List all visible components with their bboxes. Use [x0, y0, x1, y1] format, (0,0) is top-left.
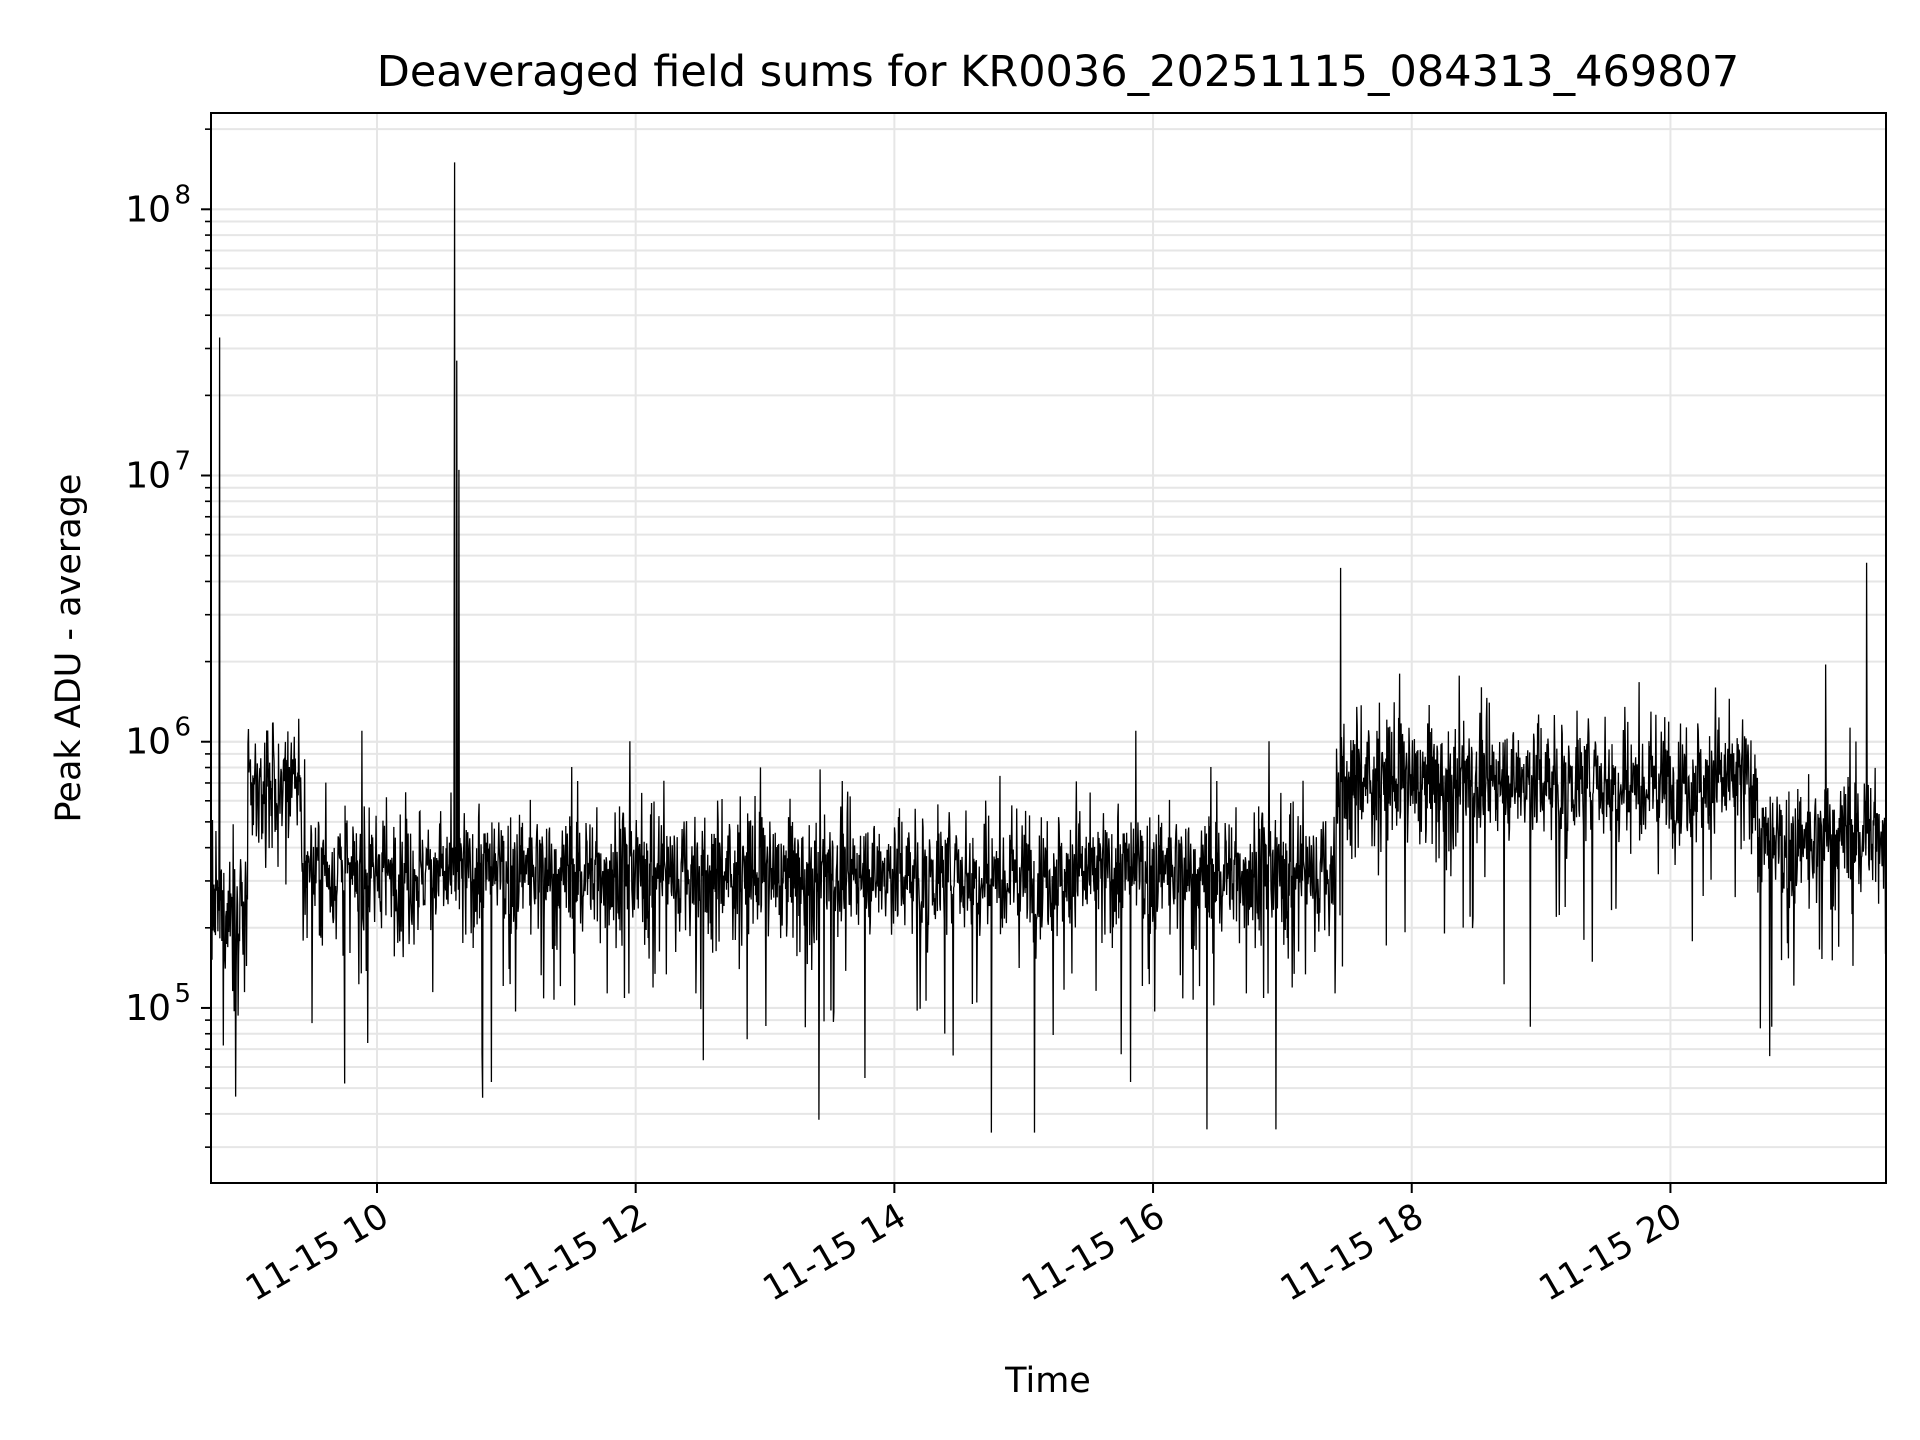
y-tick-label: 10 — [125, 189, 171, 230]
x-tick-label: 11-15 12 — [498, 1196, 654, 1309]
grid-y-major — [211, 208, 1886, 1010]
series-path — [210, 162, 1887, 1133]
y-tick-label: 10 — [125, 988, 171, 1029]
y-tick-label: 10 — [125, 722, 171, 763]
y-tick-exponent: 6 — [174, 713, 191, 743]
plot-frame — [210, 112, 1887, 1184]
series-line — [210, 162, 1887, 1133]
y-tick-exponent: 5 — [174, 979, 191, 1009]
x-tick-label: 11-15 10 — [239, 1196, 395, 1309]
y-axis-label: Peak ADU - average — [49, 474, 89, 823]
x-tick-label: 11-15 18 — [1274, 1196, 1430, 1309]
y-tick-exponent: 7 — [174, 447, 191, 477]
grid-y-minor — [211, 128, 1886, 1149]
x-axis-label: Time — [1004, 1361, 1091, 1401]
chart-title: Deaveraged field sums for KR0036_2025111… — [377, 47, 1740, 97]
x-tick-label: 11-15 16 — [1015, 1196, 1171, 1309]
y-tick-exponent: 8 — [174, 180, 191, 210]
x-tick-label: 11-15 14 — [757, 1196, 913, 1309]
x-axis: 11-15 10 11-15 12 11-15 14 11-15 16 11-15 18… — [239, 1183, 1689, 1309]
y-tick-label: 10 — [125, 456, 171, 497]
x-tick-label: 11-15 20 — [1533, 1196, 1689, 1309]
grid-x — [375, 113, 1672, 1183]
